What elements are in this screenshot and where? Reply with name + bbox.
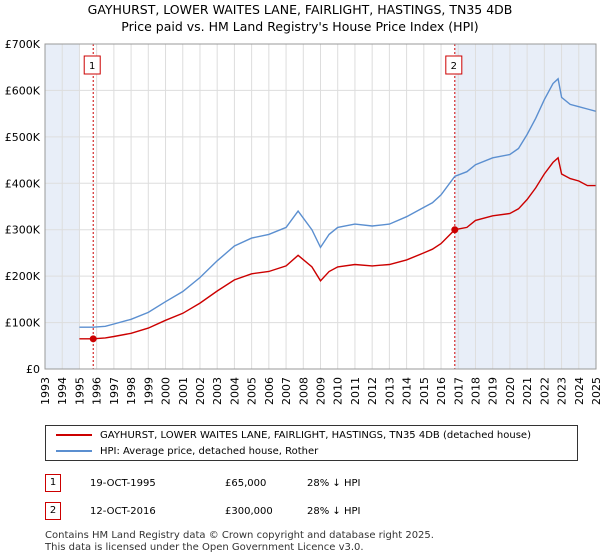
- y-tick-label: £500K: [5, 131, 41, 144]
- x-tick-label: 2000: [160, 377, 173, 405]
- x-tick-label: 2017: [452, 377, 465, 405]
- legend-swatch-property: [56, 434, 92, 436]
- marker-badge: [445, 55, 463, 75]
- legend-label-hpi: HPI: Average price, detached house, Roth…: [100, 446, 319, 457]
- y-tick-label: £700K: [5, 38, 41, 51]
- x-tick-label: 2002: [194, 377, 207, 405]
- price-chart: 1993 1994 1995 1996 1997 1998 1999 2000 2001 2002…: [5, 38, 600, 405]
- x-tick-label: 2008: [297, 377, 310, 405]
- x-tick-label: 1998: [125, 377, 138, 405]
- transaction-hpi: 28% ↓ HPI: [307, 506, 361, 517]
- x-tick-label: 2015: [418, 377, 431, 405]
- plot-border: [44, 43, 597, 370]
- y-tick-label: £0: [26, 363, 40, 376]
- shaded-region: [454, 44, 596, 369]
- sale-point: [451, 226, 459, 234]
- chart-legend: GAYHURST, LOWER WAITES LANE, FAIRLIGHT, …: [45, 425, 578, 461]
- transaction-badge: 2: [45, 502, 61, 520]
- y-tick-label: £100K: [5, 317, 41, 330]
- x-tick-label: 1995: [73, 377, 86, 405]
- x-tick-label: 2020: [504, 377, 517, 405]
- x-tick-label: 2001: [177, 377, 190, 405]
- x-tick-label: 2019: [487, 377, 500, 405]
- marker-badge-label: 1: [89, 61, 95, 72]
- footer-line-2: This data is licensed under the Open Gov…: [45, 542, 364, 553]
- x-tick-label: 1994: [56, 377, 69, 405]
- series-line: [79, 156, 596, 340]
- x-tick-label: 2014: [401, 377, 414, 405]
- x-tick-label: 1993: [39, 377, 52, 405]
- x-tick-label: 2021: [521, 377, 534, 405]
- legend-item-property: GAYHURST, LOWER WAITES LANE, FAIRLIGHT, …: [56, 428, 531, 444]
- legend-item-hpi: HPI: Average price, detached house, Roth…: [56, 444, 318, 460]
- transaction-price: £65,000: [225, 478, 267, 489]
- series-line: [79, 77, 597, 328]
- y-tick-label: £300K: [5, 224, 41, 237]
- legend-swatch-hpi: [56, 450, 92, 452]
- x-tick-label: 2007: [280, 377, 293, 405]
- y-tick-label: £400K: [5, 177, 41, 190]
- x-tick-label: 2012: [366, 377, 379, 405]
- transaction-hpi: 28% ↓ HPI: [307, 478, 361, 489]
- footer-line-1: Contains HM Land Registry data © Crown c…: [45, 530, 434, 541]
- x-tick-label: 1996: [91, 377, 104, 405]
- footer-attribution: Contains HM Land Registry data © Crown c…: [45, 530, 434, 554]
- chart-subtitle: Price paid vs. HM Land Registry's House …: [121, 19, 479, 34]
- x-tick-label: 2006: [263, 377, 276, 405]
- x-tick-label: 1997: [108, 377, 121, 405]
- x-tick-label: 2005: [246, 377, 259, 405]
- transaction-date: 19-OCT-1995: [90, 478, 156, 489]
- marker-badge: [83, 55, 101, 75]
- x-tick-label: 2016: [435, 377, 448, 405]
- x-tick-label: 2024: [573, 377, 586, 405]
- y-tick-label: £200K: [5, 270, 41, 283]
- marker-badge-label: 2: [451, 61, 457, 72]
- y-tick-label: £600K: [5, 84, 41, 97]
- x-tick-label: 2023: [556, 377, 569, 405]
- x-tick-label: 2025: [590, 377, 600, 405]
- chart-title: GAYHURST, LOWER WAITES LANE, FAIRLIGHT, …: [87, 2, 513, 17]
- sale-point: [89, 335, 97, 343]
- x-tick-label: 2004: [228, 377, 241, 405]
- x-tick-label: 2003: [211, 377, 224, 405]
- x-tick-label: 2022: [538, 377, 551, 405]
- transaction-price: £300,000: [225, 506, 273, 517]
- x-tick-label: 1999: [142, 377, 155, 405]
- legend-label-property: GAYHURST, LOWER WAITES LANE, FAIRLIGHT, …: [100, 430, 531, 441]
- x-tick-label: 2013: [383, 377, 396, 405]
- x-tick-label: 2018: [469, 377, 482, 405]
- transaction-badge: 1: [45, 474, 61, 492]
- x-tick-label: 2010: [332, 377, 345, 405]
- x-tick-label: 2009: [315, 377, 328, 405]
- x-tick-label: 2011: [349, 377, 362, 405]
- transaction-date: 12-OCT-2016: [90, 506, 156, 517]
